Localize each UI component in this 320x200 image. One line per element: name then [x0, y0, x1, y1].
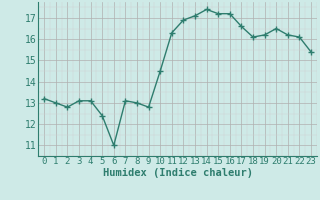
X-axis label: Humidex (Indice chaleur): Humidex (Indice chaleur) — [103, 168, 252, 178]
